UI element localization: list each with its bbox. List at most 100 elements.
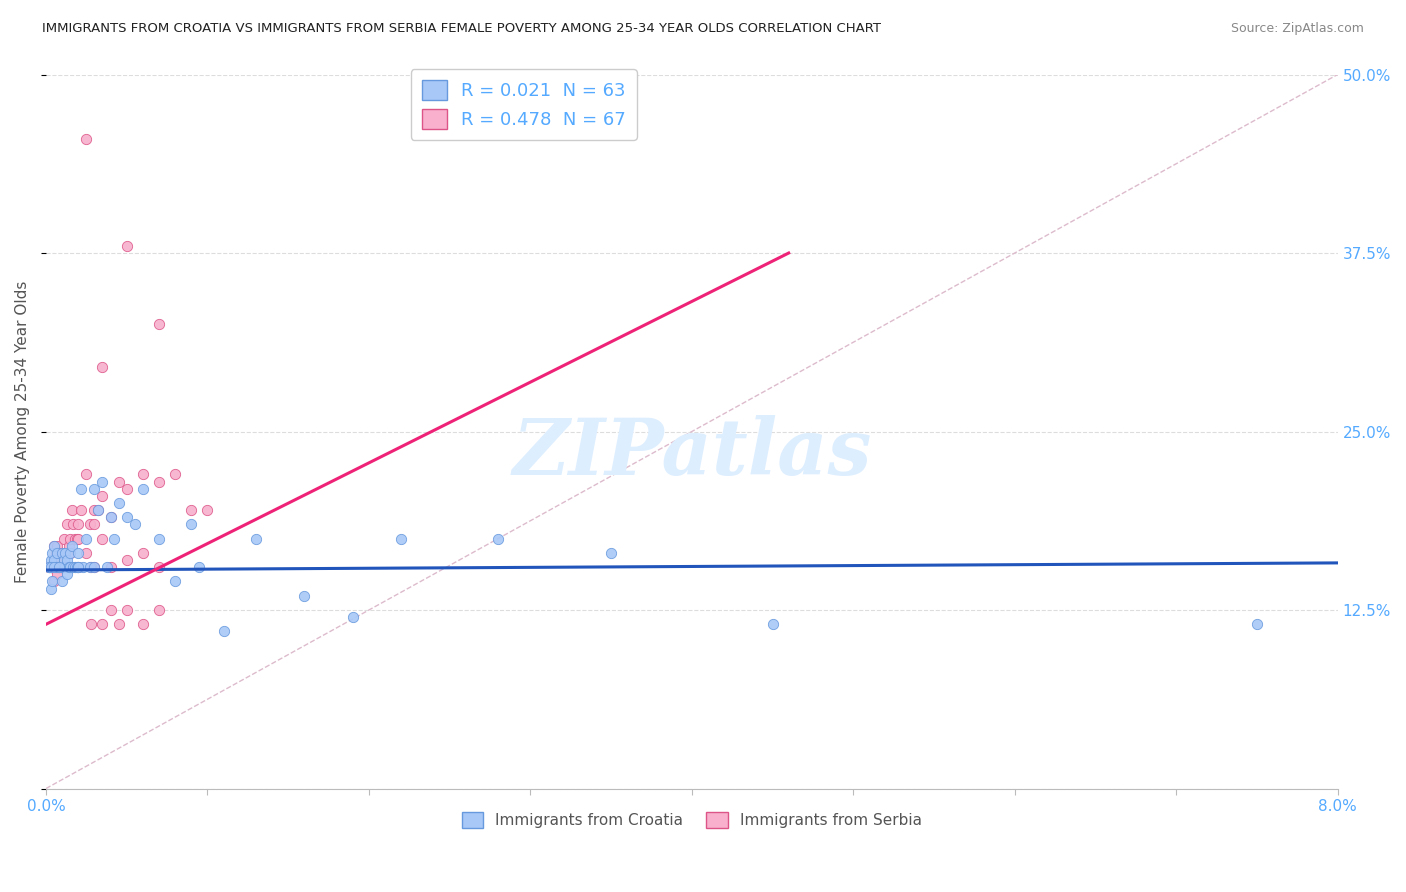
- Point: [86, 503, 108, 517]
- Text: IMMIGRANTS FROM CROATIA VS IMMIGRANTS FROM SERBIA FEMALE POVERTY AMONG 25-34 YEA: IMMIGRANTS FROM CROATIA VS IMMIGRANTS FR…: [42, 22, 882, 36]
- Point: [51, 546, 73, 560]
- Point: [63, 560, 86, 574]
- Point: [53, 560, 76, 574]
- Point: [45, 560, 67, 574]
- Point: [67, 560, 90, 574]
- Point: [1246, 617, 1268, 632]
- Point: [115, 603, 138, 617]
- Point: [132, 482, 155, 496]
- Point: [39, 560, 62, 574]
- Point: [148, 603, 170, 617]
- Point: [107, 496, 129, 510]
- Point: [83, 482, 105, 496]
- Point: [63, 560, 86, 574]
- Point: [79, 560, 101, 574]
- Point: [39, 560, 62, 574]
- Point: [100, 510, 122, 524]
- Point: [75, 467, 97, 482]
- Point: [48, 546, 70, 560]
- Point: [80, 617, 103, 632]
- Point: [56, 560, 79, 574]
- Point: [115, 239, 138, 253]
- Point: [53, 546, 76, 560]
- Point: [486, 532, 509, 546]
- Point: [245, 532, 267, 546]
- Point: [148, 475, 170, 489]
- Point: [52, 553, 75, 567]
- Point: [51, 574, 73, 589]
- Point: [56, 517, 79, 532]
- Point: [42, 574, 65, 589]
- Text: Source: ZipAtlas.com: Source: ZipAtlas.com: [1230, 22, 1364, 36]
- Point: [59, 546, 82, 560]
- Point: [49, 560, 72, 574]
- Point: [60, 539, 83, 553]
- Point: [59, 560, 82, 574]
- Point: [46, 546, 69, 560]
- Point: [124, 517, 146, 532]
- Point: [100, 560, 122, 574]
- Point: [103, 532, 125, 546]
- Point: [107, 617, 129, 632]
- Point: [45, 546, 67, 560]
- Point: [41, 546, 63, 560]
- Point: [80, 560, 103, 574]
- Y-axis label: Female Poverty Among 25-34 Year Olds: Female Poverty Among 25-34 Year Olds: [15, 280, 30, 582]
- Point: [91, 360, 114, 375]
- Point: [66, 560, 89, 574]
- Point: [342, 610, 364, 624]
- Point: [62, 517, 84, 532]
- Point: [67, 532, 90, 546]
- Point: [75, 546, 97, 560]
- Point: [38, 560, 60, 574]
- Point: [41, 560, 63, 574]
- Point: [41, 560, 63, 574]
- Point: [41, 574, 63, 589]
- Point: [48, 560, 70, 574]
- Point: [148, 560, 170, 574]
- Point: [91, 617, 114, 632]
- Point: [39, 582, 62, 596]
- Point: [67, 560, 90, 574]
- Point: [761, 617, 783, 632]
- Point: [51, 560, 73, 574]
- Point: [86, 503, 108, 517]
- Point: [48, 560, 70, 574]
- Point: [83, 560, 105, 574]
- Point: [96, 560, 118, 574]
- Point: [42, 539, 65, 553]
- Point: [180, 503, 202, 517]
- Point: [188, 560, 211, 574]
- Point: [75, 532, 97, 546]
- Point: [56, 553, 79, 567]
- Point: [75, 132, 97, 146]
- Point: [91, 532, 114, 546]
- Point: [67, 517, 90, 532]
- Point: [100, 510, 122, 524]
- Point: [39, 560, 62, 574]
- Point: [83, 517, 105, 532]
- Point: [48, 560, 70, 574]
- Point: [132, 467, 155, 482]
- Point: [100, 603, 122, 617]
- Point: [132, 617, 155, 632]
- Point: [51, 560, 73, 574]
- Point: [49, 560, 72, 574]
- Point: [66, 532, 89, 546]
- Point: [42, 560, 65, 574]
- Point: [39, 560, 62, 574]
- Point: [91, 475, 114, 489]
- Point: [600, 546, 623, 560]
- Point: [53, 546, 76, 560]
- Point: [59, 532, 82, 546]
- Point: [165, 467, 187, 482]
- Point: [38, 560, 60, 574]
- Point: [46, 567, 69, 582]
- Point: [46, 560, 69, 574]
- Point: [72, 560, 94, 574]
- Point: [38, 560, 60, 574]
- Point: [115, 510, 138, 524]
- Point: [70, 482, 93, 496]
- Point: [148, 318, 170, 332]
- Point: [45, 560, 67, 574]
